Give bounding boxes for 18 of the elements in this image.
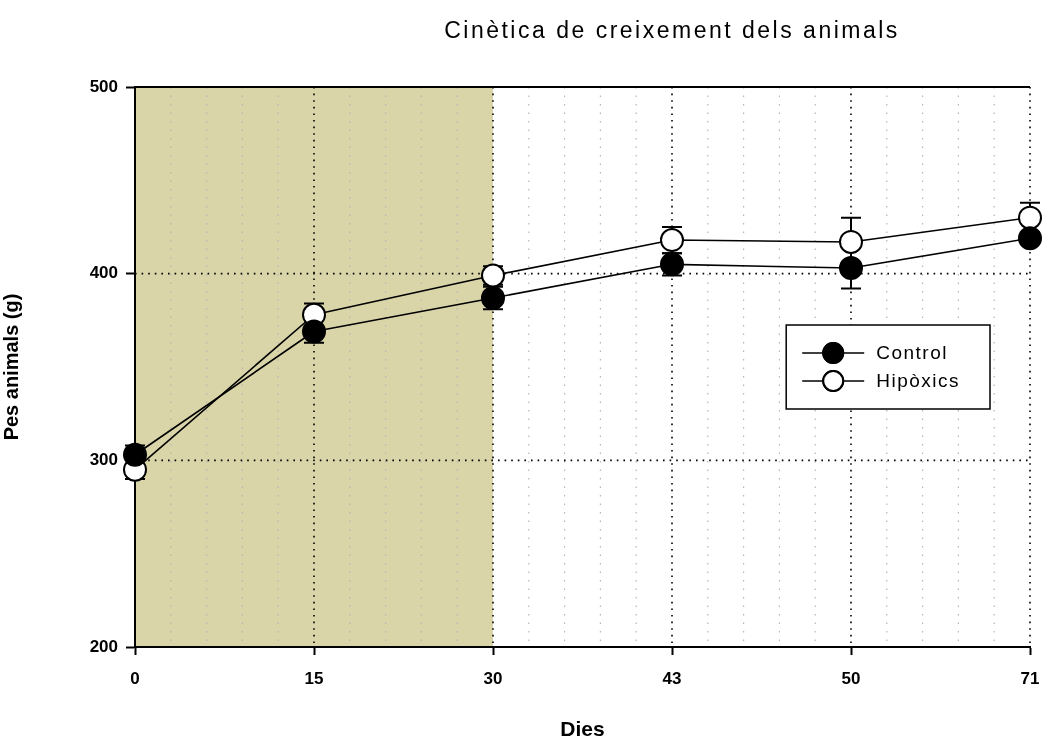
x-tick-label: 71 [1020, 668, 1040, 688]
point [839, 256, 863, 281]
x-tick-label: 43 [662, 668, 682, 688]
y-tick-label: 500 [89, 76, 118, 96]
point [839, 229, 863, 254]
y-tick-label: 400 [89, 263, 118, 283]
x-tick-label: 15 [304, 668, 324, 688]
chart-title: Cinètica de creixement dels animals [444, 17, 900, 44]
y-tick-label: 300 [89, 450, 118, 470]
x-axis-title: Dies [560, 717, 605, 741]
point [1018, 226, 1042, 251]
x-tick-label: 30 [483, 668, 503, 688]
x-tick-label: 50 [841, 668, 861, 688]
legend-label: Control [876, 342, 948, 364]
legend-label: Hipòxics [876, 370, 961, 392]
y-axis-title: Pes animals (g) [0, 293, 22, 441]
x-tick-label: 0 [130, 668, 140, 688]
y-tick-label: 200 [89, 636, 118, 656]
